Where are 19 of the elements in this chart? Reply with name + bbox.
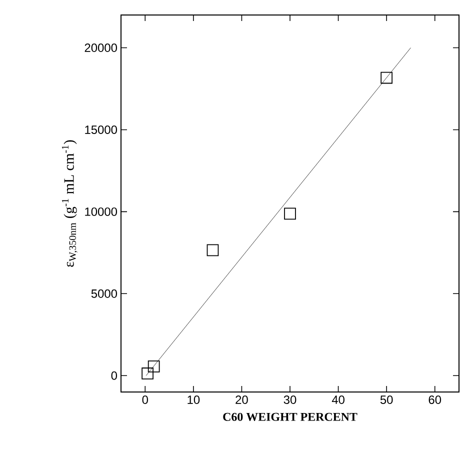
x-tick-label: 30 (284, 396, 296, 404)
point (142, 368, 154, 380)
point (284, 208, 296, 220)
y-tick-label: 10000 (85, 207, 118, 216)
point (380, 72, 393, 84)
x-tick-label: 50 (380, 396, 393, 404)
y-tick-label: 15000 (85, 126, 118, 134)
x-tick-label: 20 (236, 396, 248, 404)
x-tick-label: 60 (428, 396, 442, 404)
x-tick-label: 0 (142, 396, 148, 404)
x-axis-title: C60 WEIGHT PERCENT (223, 412, 358, 421)
point (206, 244, 219, 256)
y-tick-label: 5000 (91, 289, 118, 298)
point (148, 360, 160, 372)
y-tick-label: 0 (111, 371, 118, 380)
y-tick-label: 20000 (84, 44, 118, 52)
x-tick-label: 40 (332, 396, 344, 404)
x-tick-label: 10 (188, 396, 200, 404)
y-axis-title: ε$_{W,350nm}$ (g$^{-1}$ mL cm$^{-1}$) (62, 140, 78, 267)
